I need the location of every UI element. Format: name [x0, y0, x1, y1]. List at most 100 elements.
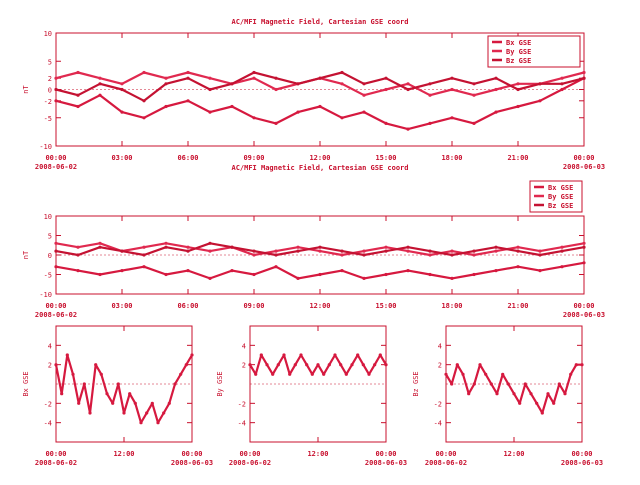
panel-3-y-tick-label: 4	[48, 342, 52, 350]
panel-1-series-bx-gse	[55, 77, 585, 131]
panel-2-point	[76, 269, 80, 273]
panel-1-point	[362, 82, 366, 86]
panel-2-point	[560, 249, 564, 253]
panel-2-legend-label: By GSE	[548, 193, 573, 201]
panel-5-point	[467, 392, 471, 396]
panel-1-legend-label: By GSE	[506, 48, 531, 56]
panel-1-point	[406, 82, 410, 86]
panel-4-y-tick-label: -2	[238, 400, 246, 408]
panel-1-point	[186, 70, 190, 75]
panel-2-point	[538, 249, 542, 253]
panel-5-point	[512, 392, 516, 396]
panel-2-point	[472, 253, 476, 257]
panel-2-y-tick-label: 10	[44, 213, 52, 221]
panel-4-x-tick-label: 00:00	[375, 450, 396, 458]
panel-1-point	[516, 104, 520, 109]
panel-4-point	[339, 363, 343, 367]
panel-2-x-tick-label: 12:00	[309, 302, 330, 310]
panel-1-point	[98, 93, 102, 97]
panel-5-point	[495, 392, 499, 396]
panel-2-legend-label: Bz GSE	[548, 202, 573, 210]
panel-5-point	[569, 372, 573, 376]
panel-5-ylabel: Bz GSE	[412, 371, 420, 396]
panel-2-point	[142, 253, 146, 257]
panel-1-point	[428, 93, 432, 97]
panel-4-point	[288, 372, 292, 376]
panel-1-point	[516, 82, 520, 86]
panel-4-point	[254, 372, 258, 376]
panel-3-x-tick-date: 2008-06-03	[171, 459, 213, 467]
panel-4-y-tick-label: -4	[238, 420, 246, 428]
panel-2-point	[362, 249, 366, 253]
panel-2-y-tick-label: 0	[48, 252, 52, 260]
panel-2-point	[582, 245, 586, 249]
panel-1-point	[230, 104, 234, 109]
panel-2-point	[230, 269, 234, 273]
panel-2-x-tick-label: 06:00	[177, 302, 198, 310]
panel-2-y-tick-label: -5	[44, 272, 52, 280]
panel-1-point	[428, 82, 432, 86]
panel-2-point	[516, 265, 520, 269]
panel-2-point	[406, 245, 410, 249]
panel-1-point	[384, 76, 388, 80]
panel-1-point	[120, 110, 124, 114]
panel-1-point	[54, 76, 58, 80]
panel-3-point	[156, 421, 160, 425]
panel-1-point	[208, 87, 212, 92]
panel-1-ylabel: nT	[22, 85, 30, 94]
panel-2-point	[450, 276, 454, 280]
panel-2-point	[384, 245, 388, 249]
panel-2-point	[120, 249, 124, 253]
panel-2-point	[450, 249, 454, 253]
panel-5-x-tick-label: 00:00	[435, 450, 456, 458]
panel-5-x-tick-date: 2008-06-03	[561, 459, 603, 467]
panel-4-point	[361, 363, 365, 367]
panel-3-point	[88, 411, 92, 415]
panel-2-point	[120, 269, 124, 273]
panel-3-point	[190, 353, 194, 357]
panel-3-point	[54, 363, 58, 367]
panel-1-point	[142, 116, 146, 120]
panel-1-point	[296, 82, 300, 86]
panel-1-point	[98, 82, 102, 86]
panel-1-point	[472, 93, 476, 97]
panel-4-point	[350, 363, 354, 367]
panel-2-point	[428, 249, 432, 253]
panel-2-x-tick-date: 2008-06-02	[35, 311, 77, 319]
panel-2-x-tick-label: 15:00	[375, 302, 396, 310]
panel-1-point	[384, 121, 388, 125]
panel-2-point	[516, 245, 520, 249]
panel-4-point	[259, 353, 263, 357]
panel-1-point	[560, 76, 564, 80]
panel-5-point	[506, 382, 510, 386]
panel-2-point	[406, 249, 410, 253]
panel-2-point	[318, 272, 322, 277]
panel-1-x-tick-label: 00:00	[573, 154, 594, 162]
panel-1-point	[340, 70, 344, 75]
panel-2-point	[560, 245, 564, 249]
panel-1-point	[274, 121, 278, 125]
panel-2-point	[142, 245, 146, 249]
panel-3-x-tick-label: 00:00	[45, 450, 66, 458]
panel-2-point	[142, 265, 146, 269]
panel-2-point	[428, 272, 432, 277]
panel-2-point	[362, 253, 366, 257]
panel-5-point	[501, 372, 505, 376]
panel-1-x-tick-label: 00:00	[45, 154, 66, 162]
panel-2-point	[472, 272, 476, 277]
panel-1-point	[362, 93, 366, 97]
panel-4-point	[378, 353, 382, 357]
panel-2-point	[472, 249, 476, 253]
panel-1-point	[494, 87, 498, 92]
panel-3-point	[122, 411, 126, 415]
panel-3-point	[105, 392, 109, 396]
panel-5-point	[444, 372, 448, 376]
panel-3-x-tick-date: 2008-06-02	[35, 459, 77, 467]
panel-1-y-tick-label: -10	[39, 143, 52, 151]
panel-1-y-tick-label: 10	[44, 30, 52, 38]
panel-3-point	[60, 392, 64, 396]
panel-2-x-tick-label: 09:00	[243, 302, 264, 310]
panel-3-point	[173, 382, 177, 386]
panel-1-point	[186, 76, 190, 80]
panel-2-x-tick-label: 21:00	[507, 302, 528, 310]
